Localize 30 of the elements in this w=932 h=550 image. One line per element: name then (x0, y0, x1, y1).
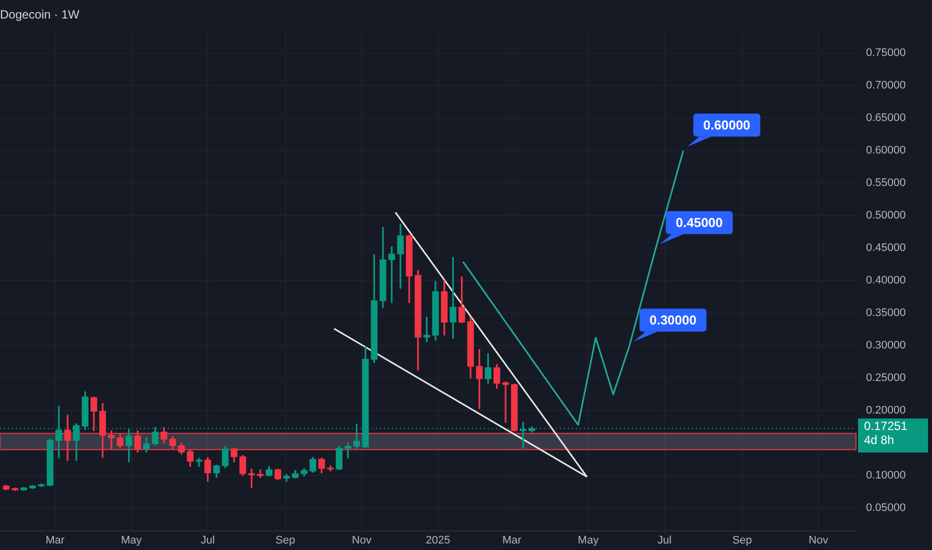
x-tick-label: Sep (276, 534, 296, 546)
y-tick-label: 0.10000 (866, 470, 906, 482)
y-tick-label: 0.75000 (866, 47, 906, 60)
y-tick-label: 0.55000 (866, 177, 906, 190)
annotation: 0.30000 (649, 312, 696, 328)
y-tick-label: 0.50000 (866, 210, 906, 222)
y-tick-label: 0.45000 (866, 242, 906, 254)
x-tick-label: Sep (732, 534, 752, 546)
x-tick-label: Jul (657, 534, 672, 546)
x-tick-label: Nov (808, 534, 829, 546)
y-tick-label: 0.30000 (866, 340, 906, 352)
y-tick-label: 0.70000 (866, 80, 906, 92)
y-tick-label: 0.65000 (866, 112, 906, 124)
x-tick-label: May (121, 534, 142, 546)
chart-title: Dogecoin · 1W (0, 8, 80, 22)
x-tick-label: Mar (46, 534, 65, 546)
y-tick-label: 0.05000 (866, 502, 906, 514)
annotation: 0.60000 (703, 118, 750, 133)
x-tick-label: May (578, 534, 600, 546)
y-tick-label: 0.25000 (866, 372, 906, 384)
y-tick-label: 0.40000 (866, 274, 906, 287)
y-tick-label: 0.35000 (866, 307, 906, 320)
annotation: 0.45000 (676, 215, 723, 230)
ref-line-label: 0.17251 4d 8h (864, 418, 908, 447)
x-tick-label: 2025 (426, 534, 450, 546)
x-tick-label: Mar (502, 534, 522, 546)
y-tick-label: 0.20000 (866, 404, 906, 417)
x-tick-label: Nov (352, 534, 372, 546)
y-tick-label: 0.60000 (866, 144, 906, 157)
x-tick-label: Jul (200, 534, 215, 546)
